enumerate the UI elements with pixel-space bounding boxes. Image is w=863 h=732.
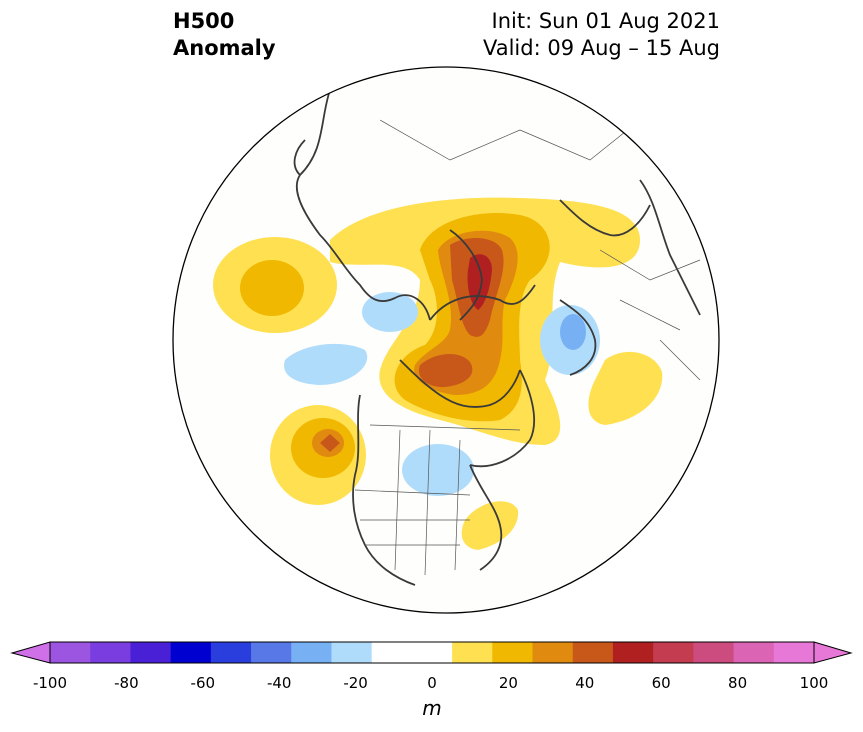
colorbar bbox=[10, 641, 853, 664]
colorbar-tick-label: -60 bbox=[190, 674, 216, 692]
title-line-1: H500 bbox=[173, 9, 235, 33]
colorbar-tick-label: 20 bbox=[498, 674, 518, 692]
colorbar-tick-label: 80 bbox=[728, 674, 748, 692]
colorbar-segment bbox=[693, 642, 735, 663]
polar-map bbox=[172, 66, 720, 614]
valid-dates: Valid: 09 Aug – 15 Aug bbox=[482, 36, 720, 60]
title-line-2: Anomaly bbox=[173, 36, 276, 60]
colorbar-segment bbox=[331, 642, 373, 663]
colorbar-segment bbox=[612, 642, 654, 663]
colorbar-segment bbox=[291, 642, 332, 663]
colorbar-tick-label: -20 bbox=[343, 674, 368, 692]
negative-anomalies bbox=[284, 292, 600, 496]
positive-anomaly-us-east bbox=[461, 501, 519, 550]
colorbar-under-arrow bbox=[10, 641, 51, 664]
colorbar-segments bbox=[50, 642, 815, 663]
colorbar-segment bbox=[130, 642, 172, 663]
colorbar-segment bbox=[371, 642, 413, 663]
colorbar-segment bbox=[90, 642, 131, 663]
colorbar-unit: m bbox=[422, 696, 442, 720]
colorbar-tick-label: -40 bbox=[266, 674, 292, 692]
colorbar-segment bbox=[653, 642, 694, 663]
colorbar-segment bbox=[170, 642, 212, 663]
borders bbox=[354, 119, 701, 576]
colorbar-segment bbox=[50, 642, 91, 663]
colorbar-tick-label: -80 bbox=[114, 674, 139, 692]
colorbar-tick-label: 0 bbox=[427, 674, 437, 692]
colorbar-tick-label: 40 bbox=[575, 674, 595, 692]
colorbar-over-arrow bbox=[813, 641, 853, 664]
coastlines bbox=[293, 89, 701, 586]
colorbar-segment bbox=[532, 642, 574, 663]
positive-anomaly-pacific bbox=[213, 237, 337, 333]
plot-title: H500 Anomaly bbox=[173, 8, 276, 62]
colorbar-segment bbox=[492, 642, 534, 663]
colorbar-segment bbox=[210, 642, 252, 663]
colorbar-segment bbox=[773, 642, 815, 663]
date-info: Init: Sun 01 Aug 2021 Valid: 09 Aug – 15… bbox=[483, 8, 720, 62]
colorbar-segment bbox=[411, 642, 453, 663]
colorbar-segment bbox=[572, 642, 614, 663]
positive-anomaly-atlantic bbox=[588, 351, 663, 425]
positive-anomaly-ne-pacific bbox=[270, 405, 366, 505]
init-date: Init: Sun 01 Aug 2021 bbox=[491, 9, 720, 33]
colorbar-tick-label: 100 bbox=[799, 674, 829, 692]
colorbar-segment bbox=[452, 642, 493, 663]
colorbar-segment bbox=[733, 642, 775, 663]
colorbar-frame bbox=[49, 641, 815, 664]
colorbar-tick-label: 60 bbox=[651, 674, 671, 692]
globe-outline bbox=[172, 66, 720, 614]
colorbar-tick-label: -100 bbox=[32, 674, 68, 692]
colorbar-segment bbox=[251, 642, 292, 663]
